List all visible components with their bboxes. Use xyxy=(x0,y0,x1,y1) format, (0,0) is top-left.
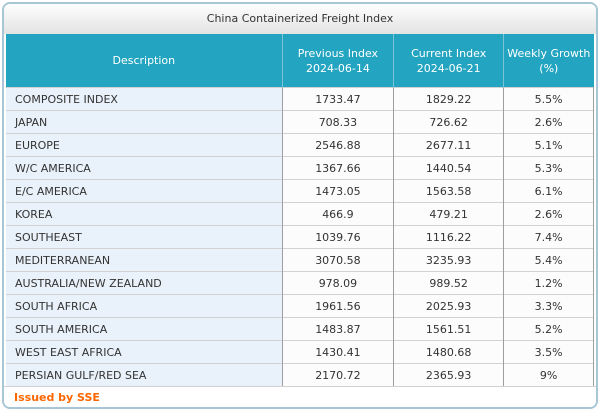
cell-weekly-growth: 5.5% xyxy=(503,87,594,111)
cell-description: SOUTHEAST xyxy=(6,225,283,249)
cell-description: WEST EAST AFRICA xyxy=(6,340,283,364)
table-body: COMPOSITE INDEX 1733.47 1829.22 5.5% JAP… xyxy=(6,87,594,386)
cell-description: PERSIAN GULF/RED SEA xyxy=(6,363,283,386)
cell-previous-index: 466.9 xyxy=(281,202,394,226)
cell-current-index: 989.52 xyxy=(393,271,504,295)
cell-weekly-growth: 1.2% xyxy=(503,271,594,295)
cell-previous-index: 1367.66 xyxy=(281,156,394,180)
table-row: SOUTH AMERICA 1483.87 1561.51 5.2% xyxy=(6,317,594,341)
table-row: KOREA 466.9 479.21 2.6% xyxy=(6,202,594,226)
table-row: W/C AMERICA 1367.66 1440.54 5.3% xyxy=(6,156,594,180)
table-row: PERSIAN GULF/RED SEA 2170.72 2365.93 9% xyxy=(6,363,594,386)
cell-weekly-growth: 9% xyxy=(503,363,594,386)
cell-description: JAPAN xyxy=(6,110,283,134)
column-sublabel-date: 2024-06-21 xyxy=(416,61,481,75)
cell-weekly-growth: 2.6% xyxy=(503,110,594,134)
cell-weekly-growth: 3.5% xyxy=(503,340,594,364)
cell-description: SOUTH AMERICA xyxy=(6,317,283,341)
cell-previous-index: 3070.58 xyxy=(281,248,394,272)
cell-weekly-growth: 6.1% xyxy=(503,179,594,203)
column-label: Current Index xyxy=(411,46,487,60)
cell-previous-index: 2170.72 xyxy=(281,363,394,386)
column-label: Previous Index xyxy=(297,46,379,60)
cell-current-index: 1563.58 xyxy=(393,179,504,203)
cell-previous-index: 1961.56 xyxy=(281,294,394,318)
cell-current-index: 1440.54 xyxy=(393,156,504,180)
column-label: Description xyxy=(112,54,176,67)
freight-index-table: Description Previous Index 2024-06-14 Cu… xyxy=(6,34,594,386)
cell-previous-index: 1733.47 xyxy=(281,87,394,111)
widget-title: China Containerized Freight Index xyxy=(4,4,596,34)
cell-previous-index: 1430.41 xyxy=(281,340,394,364)
cell-current-index: 726.62 xyxy=(393,110,504,134)
table-row: SOUTHEAST 1039.76 1116.22 7.4% xyxy=(6,225,594,249)
column-sublabel-date: 2024-06-14 xyxy=(305,61,370,75)
cell-description: SOUTH AFRICA xyxy=(6,294,283,318)
column-header-previous-index: Previous Index 2024-06-14 xyxy=(281,34,394,88)
cell-weekly-growth: 5.1% xyxy=(503,133,594,157)
cell-current-index: 1480.68 xyxy=(393,340,504,364)
cell-previous-index: 1483.87 xyxy=(281,317,394,341)
column-header-current-index: Current Index 2024-06-21 xyxy=(393,34,504,88)
cell-previous-index: 978.09 xyxy=(281,271,394,295)
cell-current-index: 2365.93 xyxy=(393,363,504,386)
cell-current-index: 2025.93 xyxy=(393,294,504,318)
cell-description: W/C AMERICA xyxy=(6,156,283,180)
table-row: SOUTH AFRICA 1961.56 2025.93 3.3% xyxy=(6,294,594,318)
cell-weekly-growth: 5.3% xyxy=(503,156,594,180)
column-label: Weekly Growth xyxy=(507,46,591,60)
cell-current-index: 1561.51 xyxy=(393,317,504,341)
table-header: Description Previous Index 2024-06-14 Cu… xyxy=(6,34,594,88)
column-header-weekly-growth: Weekly Growth (%) xyxy=(503,34,594,88)
cell-weekly-growth: 2.6% xyxy=(503,202,594,226)
cell-weekly-growth: 3.3% xyxy=(503,294,594,318)
table-row: WEST EAST AFRICA 1430.41 1480.68 3.5% xyxy=(6,340,594,364)
header-row: Description Previous Index 2024-06-14 Cu… xyxy=(6,34,594,88)
table-row: MEDITERRANEAN 3070.58 3235.93 5.4% xyxy=(6,248,594,272)
cell-description: EUROPE xyxy=(6,133,283,157)
cell-current-index: 1829.22 xyxy=(393,87,504,111)
table-row: AUSTRALIA/NEW ZEALAND 978.09 989.52 1.2% xyxy=(6,271,594,295)
cell-previous-index: 708.33 xyxy=(281,110,394,134)
column-header-description: Description xyxy=(6,34,283,88)
table-row: COMPOSITE INDEX 1733.47 1829.22 5.5% xyxy=(6,87,594,111)
cell-description: E/C AMERICA xyxy=(6,179,283,203)
cell-description: KOREA xyxy=(6,202,283,226)
column-sublabel-unit: (%) xyxy=(539,61,559,75)
table-row: E/C AMERICA 1473.05 1563.58 6.1% xyxy=(6,179,594,203)
cell-previous-index: 2546.88 xyxy=(281,133,394,157)
cell-current-index: 2677.11 xyxy=(393,133,504,157)
cell-weekly-growth: 5.4% xyxy=(503,248,594,272)
cell-description: MEDITERRANEAN xyxy=(6,248,283,272)
cell-description: AUSTRALIA/NEW ZEALAND xyxy=(6,271,283,295)
table-row: EUROPE 2546.88 2677.11 5.1% xyxy=(6,133,594,157)
table-row: JAPAN 708.33 726.62 2.6% xyxy=(6,110,594,134)
cell-weekly-growth: 5.2% xyxy=(503,317,594,341)
cell-current-index: 1116.22 xyxy=(393,225,504,249)
cell-weekly-growth: 7.4% xyxy=(503,225,594,249)
cell-current-index: 3235.93 xyxy=(393,248,504,272)
cell-previous-index: 1039.76 xyxy=(281,225,394,249)
cell-previous-index: 1473.05 xyxy=(281,179,394,203)
cell-current-index: 479.21 xyxy=(393,202,504,226)
cell-description: COMPOSITE INDEX xyxy=(6,87,283,111)
issuer-note: Issued by SSE xyxy=(4,386,596,407)
